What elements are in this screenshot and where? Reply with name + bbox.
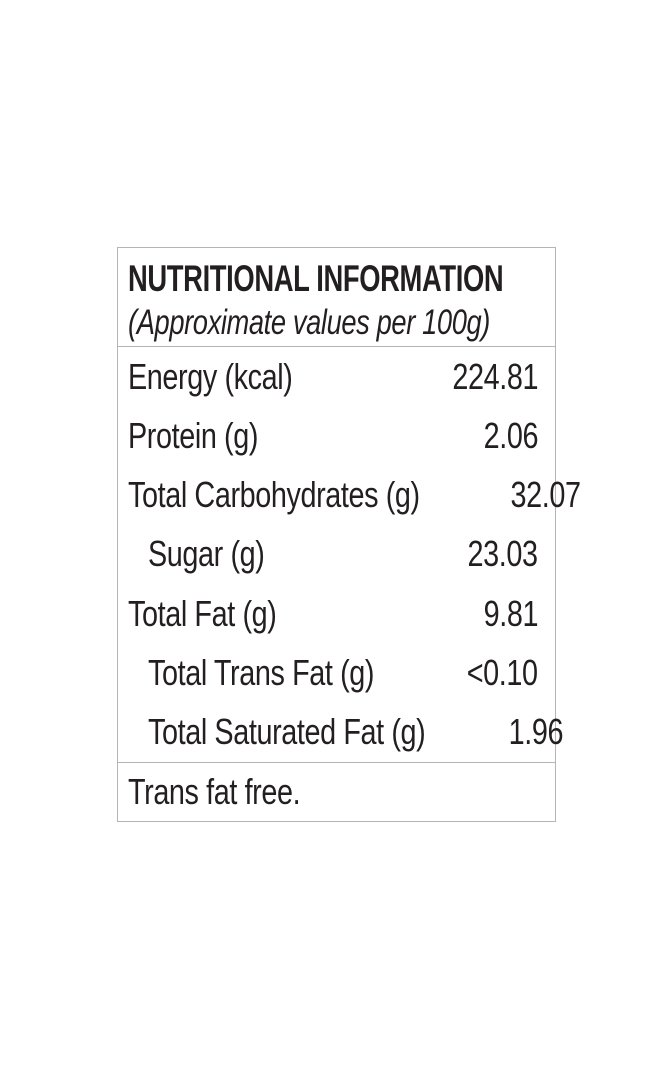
table-row-sugar: Sugar (g) 23.03: [118, 525, 555, 584]
panel-subtitle: (Approximate values per 100g): [128, 303, 490, 342]
nutrient-value: 1.96: [508, 711, 563, 753]
nutrient-name: Total Saturated Fat (g): [148, 711, 426, 753]
nutrient-name: Sugar (g): [148, 533, 265, 575]
nutrient-value: 2.06: [483, 414, 539, 456]
panel-title: NUTRITIONAL INFORMATION: [128, 258, 504, 299]
table-row-total-fat: Total Fat (g) 9.81: [118, 584, 555, 643]
table-row-saturated-fat: Total Saturated Fat (g) 1.96: [118, 703, 563, 762]
nutrient-name: Total Trans Fat (g): [148, 652, 375, 694]
table-row-trans-fat: Total Trans Fat (g) <0.10: [118, 643, 555, 702]
panel-footnote-section: Trans fat free.: [118, 762, 555, 821]
nutrient-value: 224.81: [452, 355, 538, 397]
nutrient-value: <0.10: [467, 652, 538, 694]
table-row-carbohydrates: Total Carbohydrates (g) 32.07: [118, 466, 581, 525]
nutrient-value: 9.81: [483, 592, 539, 634]
nutrient-name: Energy (kcal): [128, 355, 293, 397]
nutrient-table: Energy (kcal) 224.81 Protein (g) 2.06 To…: [118, 347, 581, 762]
panel-header: NUTRITIONAL INFORMATION (Approximate val…: [118, 248, 555, 347]
nutrient-value: 23.03: [467, 533, 538, 575]
table-row-energy: Energy (kcal) 224.81: [118, 347, 555, 406]
footnote-text: Trans fat free.: [128, 771, 301, 812]
nutrient-value: 32.07: [510, 474, 581, 516]
nutrient-name: Protein (g): [128, 414, 259, 456]
nutrition-facts-panel: NUTRITIONAL INFORMATION (Approximate val…: [117, 247, 581, 822]
nutrient-name: Total Fat (g): [128, 592, 277, 634]
table-row-protein: Protein (g) 2.06: [118, 406, 555, 465]
nutrient-name: Total Carbohydrates (g): [128, 474, 420, 516]
